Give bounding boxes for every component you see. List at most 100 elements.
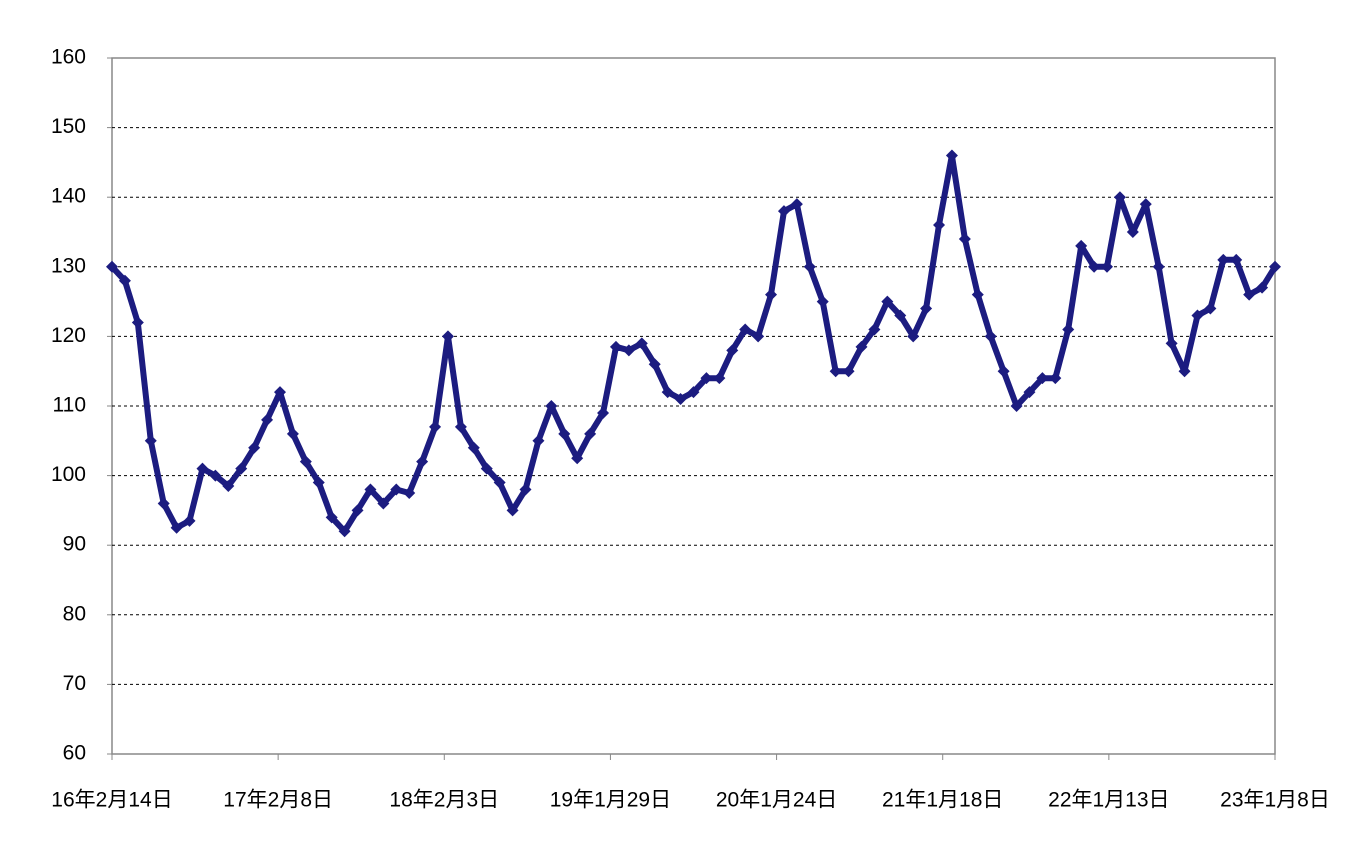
y-tick-label: 120 bbox=[51, 324, 86, 347]
marker bbox=[441, 330, 454, 343]
marker bbox=[532, 434, 545, 447]
x-tick-label: 18年2月3日 bbox=[389, 789, 499, 812]
marker bbox=[325, 511, 338, 524]
marker bbox=[467, 441, 480, 454]
marker bbox=[364, 483, 377, 496]
marker bbox=[597, 406, 610, 419]
marker bbox=[829, 365, 842, 378]
marker bbox=[855, 340, 868, 353]
marker bbox=[933, 219, 946, 232]
marker bbox=[1062, 323, 1075, 336]
marker bbox=[700, 372, 713, 385]
marker bbox=[648, 358, 661, 371]
marker bbox=[894, 309, 907, 322]
marker bbox=[1217, 253, 1230, 266]
y-tick-label: 70 bbox=[63, 672, 86, 695]
marker bbox=[765, 288, 778, 301]
marker bbox=[584, 427, 597, 440]
marker bbox=[183, 514, 196, 527]
marker bbox=[635, 337, 648, 350]
x-tick-label: 23年1月8日 bbox=[1220, 789, 1330, 812]
y-tick-label: 110 bbox=[53, 394, 86, 417]
marker bbox=[209, 469, 222, 482]
marker bbox=[1256, 281, 1269, 294]
x-tick-label: 20年1月24日 bbox=[716, 789, 837, 812]
marker bbox=[790, 198, 803, 211]
marker bbox=[131, 316, 144, 329]
marker bbox=[726, 344, 739, 357]
marker bbox=[118, 274, 131, 287]
x-tick-label: 19年1月29日 bbox=[550, 789, 671, 812]
marker bbox=[997, 365, 1010, 378]
marker bbox=[920, 302, 933, 315]
marker bbox=[222, 480, 235, 493]
marker bbox=[248, 441, 261, 454]
y-tick-label: 130 bbox=[51, 254, 86, 277]
marker bbox=[312, 476, 325, 489]
marker bbox=[235, 462, 248, 475]
y-tick-label: 140 bbox=[51, 185, 86, 208]
marker bbox=[1191, 309, 1204, 322]
marker bbox=[881, 295, 894, 308]
marker bbox=[971, 288, 984, 301]
marker bbox=[558, 427, 571, 440]
x-tick-label: 17年2月8日 bbox=[223, 789, 333, 812]
data-line bbox=[109, 152, 1278, 535]
marker bbox=[752, 330, 765, 343]
marker bbox=[157, 497, 170, 510]
y-tick-label: 100 bbox=[51, 463, 86, 486]
marker bbox=[351, 504, 364, 517]
marker bbox=[945, 149, 958, 162]
marker bbox=[868, 323, 881, 336]
marker bbox=[803, 260, 816, 273]
marker bbox=[739, 323, 752, 336]
marker bbox=[1243, 288, 1256, 301]
marker bbox=[674, 393, 687, 406]
marker bbox=[506, 504, 519, 517]
marker bbox=[170, 521, 183, 534]
y-tick-label: 60 bbox=[63, 742, 86, 765]
marker bbox=[1165, 337, 1178, 350]
marker bbox=[519, 483, 532, 496]
marker bbox=[144, 434, 157, 447]
marker bbox=[429, 420, 442, 433]
marker bbox=[480, 462, 493, 475]
marker bbox=[1126, 226, 1139, 238]
marker bbox=[1139, 198, 1152, 211]
marker bbox=[571, 452, 584, 465]
marker bbox=[299, 455, 312, 468]
marker bbox=[106, 260, 118, 273]
marker bbox=[777, 205, 790, 218]
x-tick-label: 22年1月13日 bbox=[1048, 789, 1169, 812]
y-tick-label: 150 bbox=[51, 115, 86, 138]
marker bbox=[454, 420, 467, 433]
marker bbox=[1113, 191, 1126, 204]
y-tick-label: 80 bbox=[63, 602, 86, 625]
marker bbox=[545, 400, 558, 412]
marker bbox=[687, 386, 700, 399]
x-tick-label: 21年1月18日 bbox=[882, 789, 1003, 812]
marker bbox=[1269, 260, 1281, 273]
marker bbox=[1178, 365, 1191, 378]
marker bbox=[984, 330, 997, 343]
marker bbox=[1101, 260, 1114, 273]
marker bbox=[1023, 386, 1036, 399]
marker bbox=[1036, 372, 1049, 385]
marker bbox=[1230, 253, 1243, 266]
marker bbox=[713, 372, 726, 385]
y-tick-label: 90 bbox=[63, 533, 86, 556]
marker bbox=[609, 340, 622, 353]
marker bbox=[390, 483, 403, 496]
marker bbox=[403, 487, 416, 499]
marker bbox=[1049, 372, 1062, 385]
marker bbox=[958, 232, 971, 245]
marker bbox=[661, 386, 674, 399]
marker bbox=[1010, 400, 1023, 412]
marker bbox=[273, 386, 286, 399]
marker bbox=[493, 476, 506, 489]
marker bbox=[1075, 239, 1088, 252]
y-tick-label: 160 bbox=[51, 46, 86, 69]
marker bbox=[1152, 260, 1165, 273]
marker bbox=[1204, 302, 1217, 315]
